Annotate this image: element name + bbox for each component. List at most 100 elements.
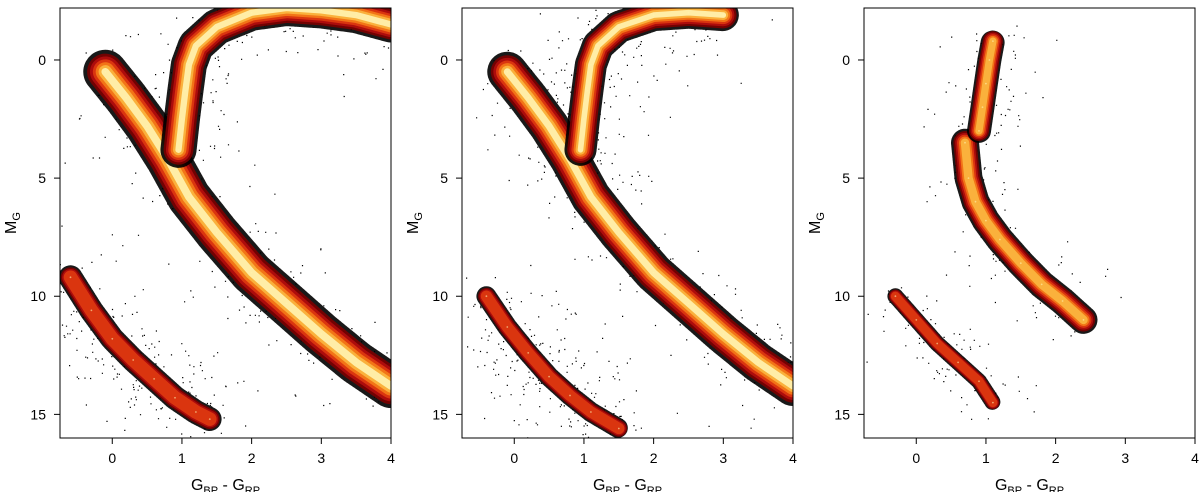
ridge-point: [974, 200, 977, 203]
white-dwarf-ridge: [887, 288, 1001, 411]
ridge-point: [999, 238, 1001, 241]
x-axis: 0 1 2 3 4: [108, 438, 395, 466]
ridge-point: [1040, 283, 1043, 286]
y-tick-label: 10: [432, 288, 448, 304]
cmd-panel-3: 0 1 2 3 4 0 5 10 15 GBP - GRP MG: [807, 7, 1199, 497]
density-layer: [63, 270, 217, 426]
ridge-point: [597, 44, 599, 47]
x-axis-label: GBP - GRP: [593, 477, 662, 492]
ridge-point: [957, 361, 959, 364]
x-axis: 0 1 2 3 4: [912, 438, 1199, 466]
ridge-point: [153, 378, 156, 380]
y-axis-label: MG: [3, 212, 23, 234]
cmd-panel-2: 0 1 2 3 4 0 5 10 15 GBP - GRP MG: [405, 7, 797, 497]
ridge-point: [1082, 319, 1085, 321]
ridge-point: [988, 59, 991, 61]
ridge-point: [506, 70, 509, 73]
x-tick-label: 4: [1191, 450, 1199, 466]
white-dwarf-ridge: [476, 286, 629, 438]
ridge-point: [195, 44, 197, 47]
ridge-point: [981, 106, 984, 109]
ridge-point: [894, 295, 897, 298]
ridge-point: [569, 394, 571, 397]
ridge-point: [652, 271, 655, 274]
main-sequence-ridge: [487, 51, 793, 407]
ridge-point: [915, 319, 918, 321]
ridge-point: [132, 359, 135, 361]
y-tick-label: 0: [38, 52, 46, 68]
x-axis-label: GBP - GRP: [191, 477, 260, 492]
ridge-point: [485, 295, 488, 298]
ridge-point: [215, 231, 218, 234]
x-tick-label: 1: [982, 450, 990, 466]
ridge-point: [250, 271, 253, 274]
ridge-point: [583, 118, 585, 120]
ridge-point: [146, 125, 149, 127]
x-tick-label: 2: [248, 450, 256, 466]
ridge-point: [617, 427, 620, 430]
ridge-point: [967, 177, 970, 180]
y-tick-label: 15: [834, 406, 850, 422]
ridge-point: [687, 11, 690, 14]
x-tick-label: 4: [789, 450, 797, 466]
ridge-point: [548, 375, 550, 378]
ridge-point: [579, 148, 582, 151]
ridge-point: [285, 302, 288, 305]
plot-frame: [863, 7, 1196, 439]
x-tick-label: 0: [510, 450, 518, 466]
x-axis-label: GBP - GRP: [995, 477, 1064, 492]
ridge-point: [320, 333, 323, 335]
ridge-point: [188, 196, 190, 198]
x-tick-label: 3: [1121, 450, 1129, 466]
ridge-point: [617, 231, 620, 234]
x-axis: 0 1 2 3 4: [510, 438, 797, 466]
ridge-point: [104, 70, 107, 73]
ridge-point: [722, 14, 725, 16]
y-axis-label: MG: [807, 212, 827, 234]
ridge-point: [355, 361, 358, 364]
ridge-point: [936, 342, 939, 345]
plot-frame: [59, 7, 392, 439]
y-tick-label: 5: [440, 170, 448, 186]
ridge-point: [184, 89, 187, 92]
ridge-point: [992, 401, 994, 404]
main-sequence-ridge: [83, 49, 391, 409]
y-tick-label: 15: [432, 406, 448, 422]
x-tick-label: 1: [178, 450, 186, 466]
plot-area: [60, 8, 391, 438]
y-tick-label: 10: [30, 288, 46, 304]
ridge-point: [964, 141, 966, 144]
ridge-point: [320, 9, 323, 12]
y-tick-label: 5: [842, 170, 850, 186]
ridge-point: [177, 148, 180, 151]
cmd-panel-1: 0 1 2 3 4 0 5 10 15 GBP - GRP MG: [3, 7, 395, 497]
plot-frame: [461, 7, 794, 439]
ridge-point: [215, 26, 218, 28]
ridge-point: [548, 125, 550, 127]
ridge-point: [985, 219, 987, 222]
giant-branch-ridge: [160, 8, 391, 168]
x-tick-label: 3: [317, 450, 325, 466]
ridge-point: [125, 96, 128, 99]
plot-area: [466, 8, 793, 438]
ridge-point: [506, 326, 509, 328]
y-tick-label: 15: [30, 406, 46, 422]
giant-branch-ridge: [564, 8, 740, 166]
ridge-point: [1061, 300, 1064, 302]
density-layer: [955, 132, 1094, 330]
y-tick-label: 0: [440, 52, 448, 68]
ridge-point: [590, 411, 592, 413]
ridge-point: [590, 63, 592, 66]
y-axis: 0 5 10 15: [834, 52, 864, 422]
x-tick-label: 0: [108, 450, 116, 466]
ridge-point: [687, 302, 690, 305]
y-axis: 0 5 10 15: [432, 52, 462, 422]
ridge-point: [208, 418, 211, 420]
main-sequence-ridge: [951, 128, 1098, 334]
ridge-point: [590, 196, 592, 198]
ridge-point: [90, 309, 93, 312]
ridge-point: [617, 26, 620, 28]
x-tick-label: 2: [1052, 450, 1060, 466]
x-tick-label: 2: [650, 450, 658, 466]
